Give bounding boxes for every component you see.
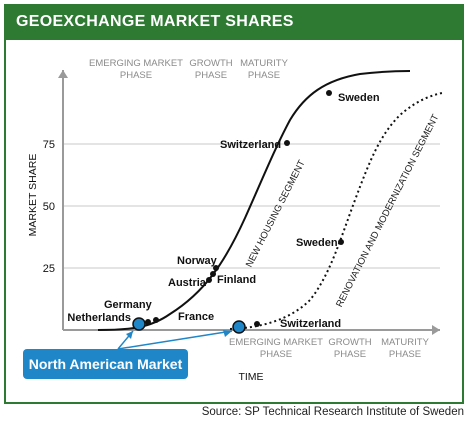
data-point	[206, 277, 212, 283]
data-point	[338, 239, 344, 245]
data-point-label: Netherlands	[67, 312, 131, 324]
y-axis-arrow	[58, 70, 68, 78]
data-point-label: Germany	[104, 299, 153, 311]
data-point	[284, 140, 290, 146]
renovation-curve	[229, 92, 443, 330]
x-axis-title: TIME	[238, 371, 263, 383]
data-point	[254, 321, 260, 327]
series-label-new-housing: NEW HOUSING SEGMENT	[244, 158, 308, 269]
data-point-label: Norway	[177, 255, 218, 267]
callout-arrow-2	[117, 330, 233, 350]
data-point	[145, 319, 151, 325]
data-point-label: Sweden	[296, 237, 338, 249]
x-axis-arrow	[432, 325, 440, 335]
chart-title: GEOEXCHANGE MARKET SHARES	[16, 13, 294, 30]
north-america-marker-renovation	[232, 320, 246, 334]
top-phase-label: MATURITY	[240, 58, 289, 69]
top-phase-label: PHASE	[195, 70, 227, 81]
y-tick-label: 50	[43, 201, 55, 213]
top-phase-label: PHASE	[120, 70, 152, 81]
data-point-label: France	[178, 311, 214, 323]
data-point-label: Switzerland	[220, 139, 281, 151]
source-note: Source: SP Technical Research Institute …	[201, 406, 464, 418]
data-point	[153, 317, 159, 323]
callout-arrowhead-2	[223, 330, 232, 337]
bottom-phase-label: GROWTH	[328, 337, 371, 348]
bottom-phase-label: PHASE	[389, 349, 421, 360]
y-axis-title: MARKET SHARE	[27, 154, 39, 237]
y-tick-label: 25	[43, 263, 55, 275]
top-phase-label: EMERGING MARKET	[89, 58, 183, 69]
data-point	[210, 271, 216, 277]
bottom-phase-label: PHASE	[260, 349, 292, 360]
data-point	[213, 265, 219, 271]
y-tick-label: 75	[43, 139, 55, 151]
bottom-phase-label: PHASE	[334, 349, 366, 360]
data-point	[326, 90, 332, 96]
title-bar: GEOEXCHANGE MARKET SHARES	[6, 6, 462, 40]
north-american-market-callout: North American Market	[23, 349, 188, 379]
data-point-label: Switzerland	[280, 318, 341, 330]
top-phase-label: GROWTH	[189, 58, 232, 69]
data-point-label: Austria	[168, 277, 207, 289]
bottom-phase-label: MATURITY	[381, 337, 430, 348]
north-america-marker-new-housing	[132, 317, 146, 331]
top-phase-label: PHASE	[248, 70, 280, 81]
new-housing-curve	[97, 70, 411, 331]
data-point-label: Finland	[217, 274, 256, 286]
data-point-label: Sweden	[338, 92, 380, 104]
callout-arrowhead-1	[126, 331, 133, 339]
bottom-phase-label: EMERGING MARKET	[229, 337, 323, 348]
